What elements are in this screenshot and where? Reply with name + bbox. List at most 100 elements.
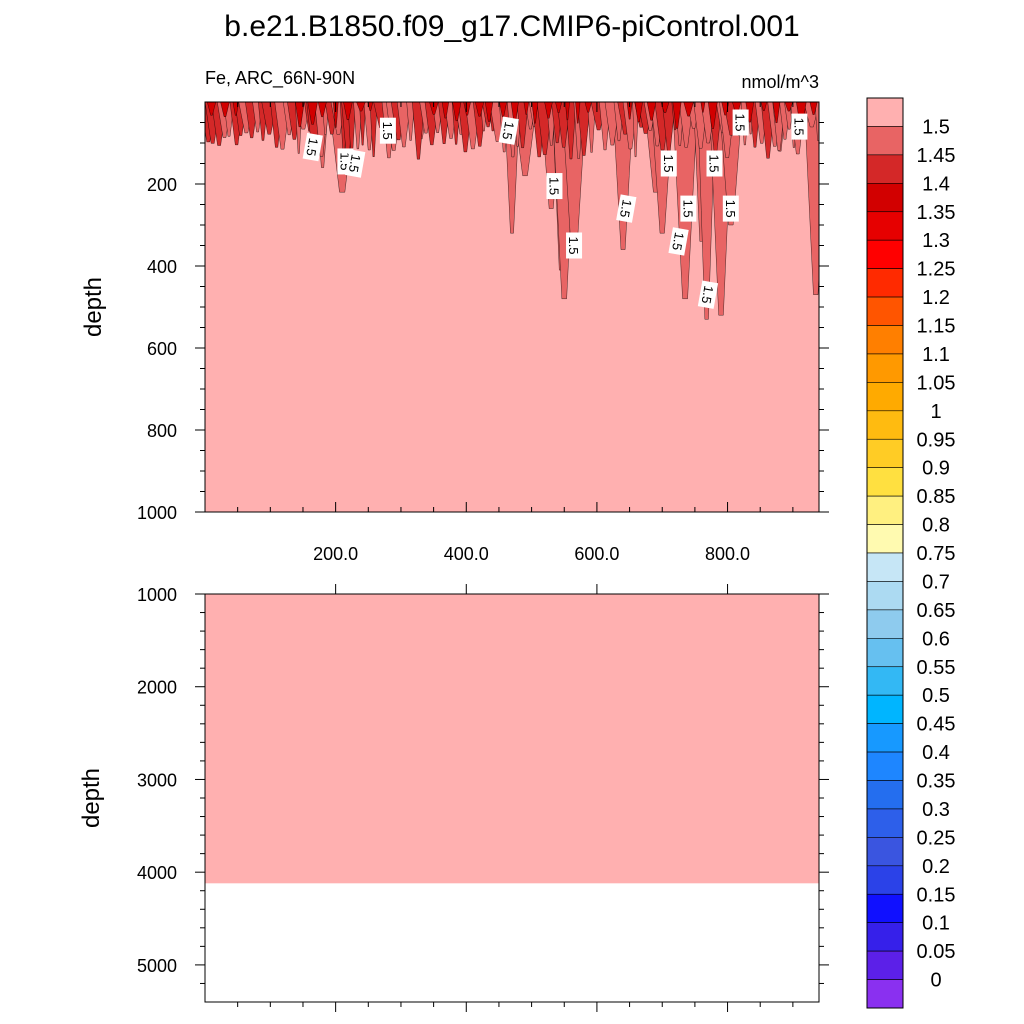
colorbar-frame [866, 97, 904, 1009]
upper-x-tick-label: 200.0 [313, 544, 358, 564]
contour-label-bg [616, 194, 637, 223]
contour-label-bg [566, 232, 583, 259]
colorbar-label: 0.3 [922, 799, 950, 821]
contour-label-text: 1.5 [733, 113, 748, 131]
colorbar-swatch [866, 126, 904, 156]
upper-y-tick-label: 400 [147, 257, 177, 277]
contour-label-text: 1.5 [669, 231, 687, 251]
contour-label: 1.5 [706, 150, 723, 177]
contour-spike [626, 102, 633, 120]
lower-y-tick-label: 5000 [137, 956, 177, 976]
colorbar-label: 0.2 [922, 856, 950, 878]
upper-y-tick-label: 1000 [137, 503, 177, 523]
contour-spike [452, 102, 462, 122]
contour-spike [307, 102, 318, 125]
colorbar-swatch [866, 609, 904, 639]
contour-spike [634, 102, 643, 123]
contour-spike [441, 102, 450, 119]
contour-label-bg [379, 117, 396, 144]
contour-spike [396, 102, 411, 148]
colorbar-swatch [866, 865, 904, 895]
colorbar-swatch [866, 780, 904, 810]
contour-spike [646, 102, 657, 121]
colorbar-swatch [866, 751, 904, 781]
contour-label-text: 1.5 [723, 200, 738, 218]
colorbar-label: 1.4 [922, 173, 950, 195]
colorbar-label: 1.15 [917, 316, 956, 338]
colorbar-swatch [866, 524, 904, 554]
colorbar-label: 0.95 [917, 429, 956, 451]
contour-spike [484, 102, 494, 122]
contour-label: 1.5 [498, 116, 519, 145]
colorbar-label: 1.45 [917, 145, 956, 167]
colorbar-label: 0.45 [917, 714, 956, 736]
upper-y-axis-label: depth [80, 277, 107, 337]
upper-x-tick-label: 800.0 [705, 544, 750, 564]
contour-spike [575, 102, 581, 124]
colorbar-swatch [866, 97, 904, 127]
colorbar-label: 0.9 [922, 458, 950, 480]
colorbar-label: 0.15 [917, 884, 956, 906]
contour-spike [359, 102, 367, 146]
colorbar-swatch [866, 495, 904, 525]
colorbar-label: 0.4 [922, 742, 950, 764]
lower-plot-fill [205, 594, 819, 884]
contour-spike [333, 102, 339, 128]
colorbar-label: 1.35 [917, 202, 956, 224]
colorbar-label: 0.6 [922, 628, 950, 650]
contour-label-bg [706, 150, 723, 177]
upper-y-tick-label: 200 [147, 175, 177, 195]
colorbar-label: 1.05 [917, 372, 956, 394]
colorbar-swatch [866, 211, 904, 241]
contour-spike [683, 102, 694, 117]
contour-label: 1.5 [345, 149, 366, 178]
colorbar-swatch [866, 893, 904, 923]
colorbar-swatch [866, 268, 904, 298]
chart-title: b.e21.B1850.f09_g17.CMIP6-piControl.001 [224, 10, 799, 43]
contour-spike [760, 102, 768, 112]
contour-label-bg [546, 173, 563, 200]
colorbar-swatch [866, 183, 904, 213]
contour-spike [356, 102, 366, 112]
contour-label-text: 1.5 [380, 122, 395, 140]
colorbar-swatch [866, 410, 904, 440]
contour-label: 1.5 [791, 113, 808, 140]
lower-axis-ticks: 1000 2000 3000 4000 5000 [137, 584, 829, 1012]
colorbar-swatch [866, 979, 904, 1009]
colorbar-label: 0 [930, 970, 941, 992]
colorbar-swatch [866, 382, 904, 412]
contour-spike [544, 102, 553, 119]
contour-label: 1.5 [697, 280, 719, 309]
contour-spike [784, 102, 794, 112]
lower-y-tick-label: 4000 [137, 863, 177, 883]
colorbar-label: 0.05 [917, 941, 956, 963]
contour-spike [700, 102, 706, 113]
contour-label: 1.5 [546, 173, 563, 200]
contour-label-text: 1.5 [546, 177, 561, 195]
contour-spike [220, 102, 230, 117]
upper-x-tick-label: 400.0 [444, 544, 489, 564]
contour-label-text: 1.5 [499, 120, 517, 140]
contour-label-text: 1.5 [661, 154, 676, 172]
colorbar-swatch [866, 666, 904, 696]
contour-spike [295, 102, 305, 128]
contour-label-bg [697, 280, 719, 309]
colorbar-label: 0.65 [917, 600, 956, 622]
contour-spike [772, 102, 781, 124]
contour-label: 1.5 [732, 109, 749, 136]
colorbar-swatch [866, 467, 904, 497]
colorbar-label: 1.2 [922, 287, 950, 309]
contour-label-text: 1.5 [303, 137, 321, 157]
contour-spike [584, 102, 592, 113]
colorbar-label: 0.7 [922, 571, 950, 593]
contour-label-text: 1.5 [699, 284, 717, 304]
contour-spike [317, 102, 327, 118]
contour-spike [809, 102, 818, 115]
contour-label-bg [660, 150, 677, 177]
contour-spike [531, 102, 539, 124]
upper-panel: 1.5 1.5 1.5 1.5 1.5 1.5 1.5 1.5 1.5 1.5 1.5 1.5 1.5 1… [80, 101, 829, 564]
contour-label: 1.5 [302, 132, 323, 162]
contour-label-text: 1.5 [566, 236, 581, 254]
colorbar-swatch [866, 438, 904, 468]
